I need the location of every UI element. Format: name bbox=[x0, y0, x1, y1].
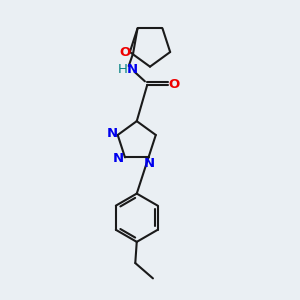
Text: N: N bbox=[113, 152, 124, 165]
Text: N: N bbox=[106, 127, 117, 140]
Text: N: N bbox=[143, 157, 155, 170]
Text: H: H bbox=[118, 63, 128, 76]
Text: O: O bbox=[168, 78, 179, 92]
Text: O: O bbox=[119, 46, 130, 59]
Text: N: N bbox=[127, 63, 138, 76]
